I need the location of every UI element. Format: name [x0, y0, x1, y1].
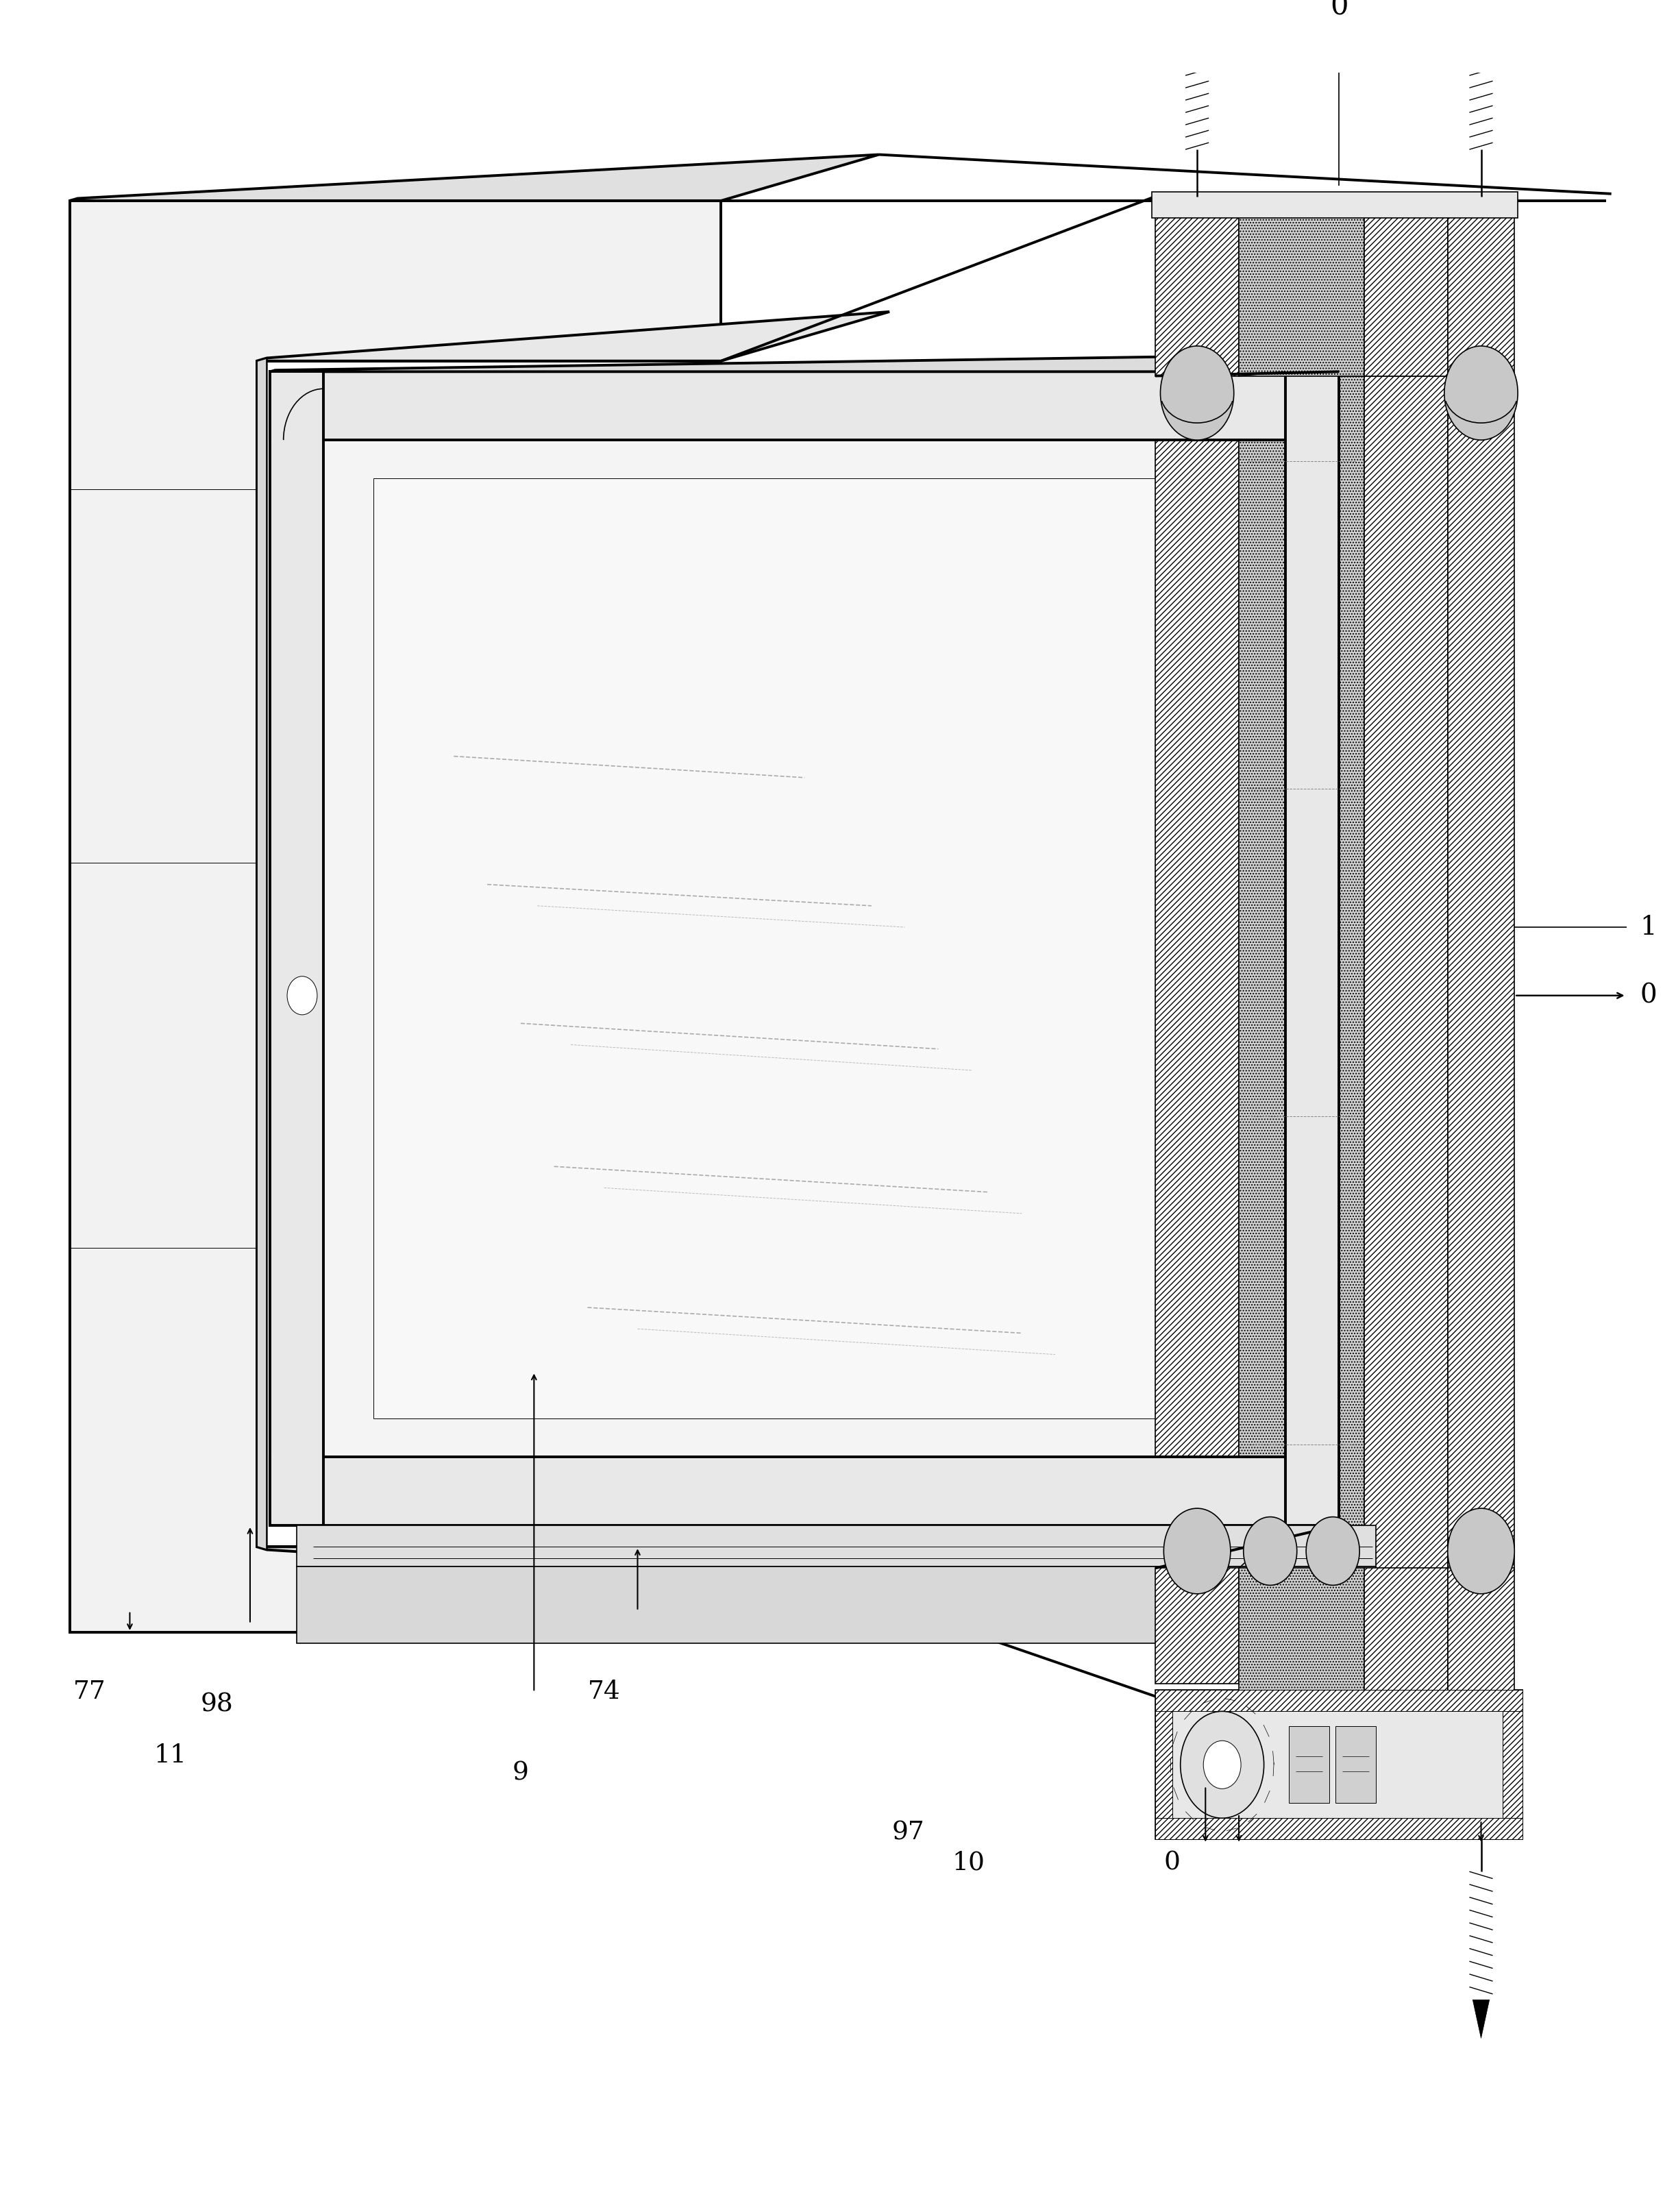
Polygon shape: [256, 1546, 890, 1588]
Text: 0: 0: [1639, 982, 1656, 1009]
Bar: [1503, 1712, 1523, 1818]
Bar: [1289, 1725, 1329, 1803]
Bar: [1155, 1712, 1172, 1818]
Bar: [1364, 1568, 1448, 1701]
Bar: [1155, 376, 1239, 1573]
Polygon shape: [270, 1458, 1339, 1526]
Polygon shape: [270, 372, 1339, 440]
Polygon shape: [256, 358, 266, 1551]
Text: 98: 98: [201, 1692, 233, 1717]
Polygon shape: [1285, 372, 1339, 1526]
Text: 0: 0: [1163, 1849, 1180, 1876]
Polygon shape: [256, 312, 890, 361]
Bar: [1448, 197, 1515, 376]
Bar: [1239, 1568, 1364, 1692]
Bar: [1155, 1690, 1523, 1840]
Bar: [1151, 192, 1518, 217]
Polygon shape: [323, 440, 1312, 1458]
Text: 97: 97: [892, 1820, 925, 1845]
Text: 9: 9: [513, 1761, 530, 1785]
Text: 10: 10: [952, 1849, 985, 1876]
Bar: [1239, 376, 1364, 1573]
Text: 77: 77: [74, 1679, 106, 1703]
Circle shape: [1163, 1509, 1230, 1595]
Text: 1: 1: [1639, 914, 1656, 940]
Bar: [1239, 197, 1364, 376]
Bar: [1155, 1690, 1523, 1712]
Bar: [1448, 376, 1515, 1573]
Polygon shape: [256, 361, 721, 1546]
Circle shape: [1445, 345, 1518, 440]
Bar: [1336, 1725, 1376, 1803]
Circle shape: [1180, 1712, 1264, 1818]
Bar: [1448, 1568, 1515, 1701]
Polygon shape: [70, 201, 721, 1632]
Polygon shape: [270, 372, 323, 1526]
Circle shape: [1203, 1741, 1240, 1790]
Circle shape: [1244, 1517, 1297, 1586]
Bar: [1155, 1818, 1523, 1840]
Polygon shape: [374, 478, 1296, 1418]
Circle shape: [1160, 345, 1234, 440]
Circle shape: [287, 975, 317, 1015]
Circle shape: [1448, 1509, 1515, 1595]
Bar: [1364, 197, 1448, 376]
Polygon shape: [1473, 2000, 1490, 2037]
Bar: [1155, 197, 1239, 376]
Text: 11: 11: [154, 1743, 186, 1767]
Text: 0: 0: [1331, 0, 1348, 22]
Polygon shape: [270, 354, 1403, 372]
Bar: [1364, 376, 1448, 1573]
Circle shape: [1306, 1517, 1359, 1586]
Polygon shape: [297, 1566, 1376, 1644]
Polygon shape: [297, 1526, 1376, 1566]
Bar: [1155, 1568, 1239, 1683]
Polygon shape: [70, 155, 878, 201]
Text: 74: 74: [588, 1679, 620, 1703]
